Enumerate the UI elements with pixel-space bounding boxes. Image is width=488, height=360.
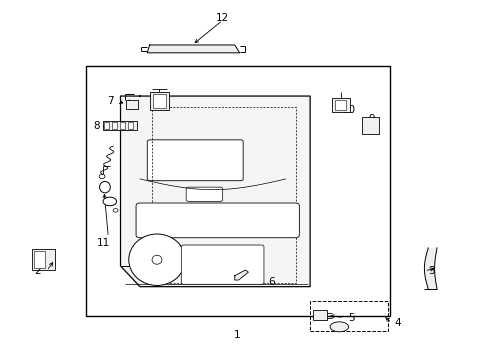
Text: 2: 2 bbox=[35, 266, 41, 276]
Circle shape bbox=[113, 208, 118, 212]
Bar bbox=[86, 66, 389, 316]
Bar bbox=[312, 310, 326, 320]
Text: 8: 8 bbox=[93, 121, 100, 131]
Bar bbox=[362, 117, 378, 134]
Bar bbox=[127, 122, 132, 129]
Text: 5: 5 bbox=[347, 312, 354, 323]
Text: 9: 9 bbox=[368, 113, 374, 123]
FancyBboxPatch shape bbox=[186, 187, 222, 202]
Polygon shape bbox=[147, 45, 239, 53]
Bar bbox=[153, 94, 165, 108]
Bar bbox=[126, 100, 138, 109]
Bar bbox=[309, 301, 387, 331]
Ellipse shape bbox=[100, 181, 110, 193]
Bar bbox=[120, 122, 124, 129]
Text: 1: 1 bbox=[233, 330, 240, 341]
Text: 12: 12 bbox=[216, 13, 229, 23]
Polygon shape bbox=[120, 96, 309, 287]
Circle shape bbox=[99, 174, 105, 179]
FancyBboxPatch shape bbox=[147, 140, 243, 181]
FancyBboxPatch shape bbox=[136, 203, 299, 238]
Bar bbox=[331, 98, 349, 112]
Polygon shape bbox=[234, 270, 248, 280]
Text: 10: 10 bbox=[342, 105, 355, 115]
Ellipse shape bbox=[103, 197, 116, 206]
Text: 7: 7 bbox=[107, 96, 114, 107]
Bar bbox=[102, 121, 136, 130]
Bar bbox=[104, 122, 109, 129]
Ellipse shape bbox=[128, 234, 185, 285]
Text: 3: 3 bbox=[427, 266, 434, 276]
Text: 11: 11 bbox=[97, 238, 110, 248]
Ellipse shape bbox=[152, 255, 162, 264]
Ellipse shape bbox=[329, 322, 348, 332]
Text: 4: 4 bbox=[393, 318, 400, 328]
FancyBboxPatch shape bbox=[31, 249, 55, 270]
Bar bbox=[112, 122, 117, 129]
Bar bbox=[149, 92, 169, 111]
FancyBboxPatch shape bbox=[181, 245, 264, 284]
Polygon shape bbox=[424, 248, 436, 289]
Text: 6: 6 bbox=[267, 277, 274, 287]
Bar bbox=[34, 251, 44, 268]
Bar bbox=[335, 100, 346, 110]
